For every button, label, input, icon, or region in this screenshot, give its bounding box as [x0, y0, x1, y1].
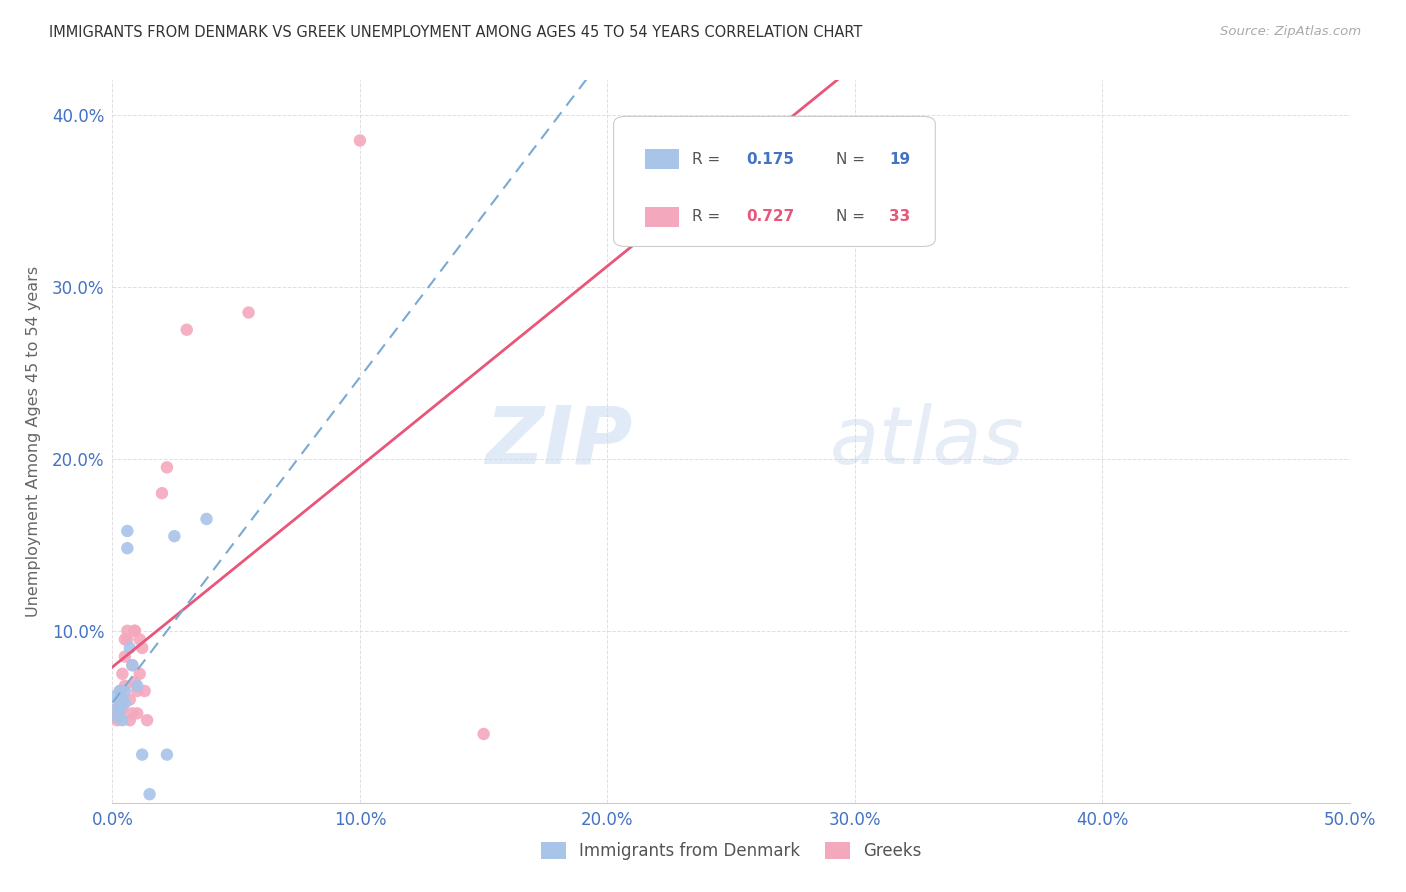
Point: [114, 649, 136, 664]
Point: [107, 701, 129, 715]
Point: [108, 692, 131, 706]
Point: [117, 524, 139, 538]
Point: [114, 684, 136, 698]
Point: [117, 632, 139, 647]
Point: [127, 706, 149, 721]
Point: [117, 624, 139, 638]
Point: [111, 713, 134, 727]
Point: [108, 706, 131, 721]
Text: N =: N =: [837, 210, 870, 224]
Point: [111, 701, 134, 715]
Point: [107, 710, 129, 724]
Point: [472, 727, 495, 741]
Text: atlas: atlas: [830, 402, 1025, 481]
Point: [114, 679, 136, 693]
Text: 0.175: 0.175: [747, 152, 794, 167]
Point: [138, 787, 160, 801]
Point: [136, 713, 159, 727]
Point: [111, 692, 134, 706]
Point: [238, 305, 260, 319]
Text: 19: 19: [890, 152, 911, 167]
Text: ZIP: ZIP: [485, 402, 633, 481]
Point: [121, 706, 143, 721]
Point: [121, 658, 143, 673]
Text: 33: 33: [890, 210, 911, 224]
Point: [108, 684, 131, 698]
Legend: Immigrants from Denmark, Greeks: Immigrants from Denmark, Greeks: [534, 835, 928, 867]
Point: [121, 658, 143, 673]
Text: IMMIGRANTS FROM DENMARK VS GREEK UNEMPLOYMENT AMONG AGES 45 TO 54 YEARS CORRELAT: IMMIGRANTS FROM DENMARK VS GREEK UNEMPLO…: [49, 25, 863, 40]
Text: N =: N =: [837, 152, 870, 167]
Point: [150, 486, 173, 500]
Point: [104, 710, 127, 724]
Text: Source: ZipAtlas.com: Source: ZipAtlas.com: [1220, 25, 1361, 38]
Point: [176, 323, 198, 337]
Point: [111, 666, 134, 681]
Point: [118, 713, 141, 727]
FancyBboxPatch shape: [613, 117, 935, 246]
FancyBboxPatch shape: [644, 207, 679, 227]
Point: [131, 640, 153, 655]
Point: [134, 684, 156, 698]
Point: [108, 701, 131, 715]
Point: [108, 684, 131, 698]
Point: [104, 689, 127, 703]
Point: [127, 679, 149, 693]
Text: 0.727: 0.727: [747, 210, 794, 224]
Point: [117, 541, 139, 556]
Point: [128, 632, 150, 647]
Text: R =: R =: [692, 152, 724, 167]
Point: [127, 684, 149, 698]
Text: R =: R =: [692, 210, 724, 224]
Point: [107, 713, 129, 727]
Point: [349, 133, 371, 147]
Point: [118, 692, 141, 706]
Point: [163, 529, 186, 543]
Point: [156, 460, 179, 475]
Y-axis label: Unemployment Among Ages 45 to 54 years: Unemployment Among Ages 45 to 54 years: [25, 266, 41, 617]
Point: [124, 675, 146, 690]
Point: [128, 666, 150, 681]
Point: [156, 747, 179, 762]
Point: [107, 701, 129, 715]
Point: [114, 632, 136, 647]
Point: [195, 512, 218, 526]
Point: [124, 624, 146, 638]
FancyBboxPatch shape: [644, 149, 679, 169]
Point: [124, 624, 146, 638]
Point: [131, 747, 153, 762]
Point: [114, 696, 136, 710]
Point: [118, 640, 141, 655]
